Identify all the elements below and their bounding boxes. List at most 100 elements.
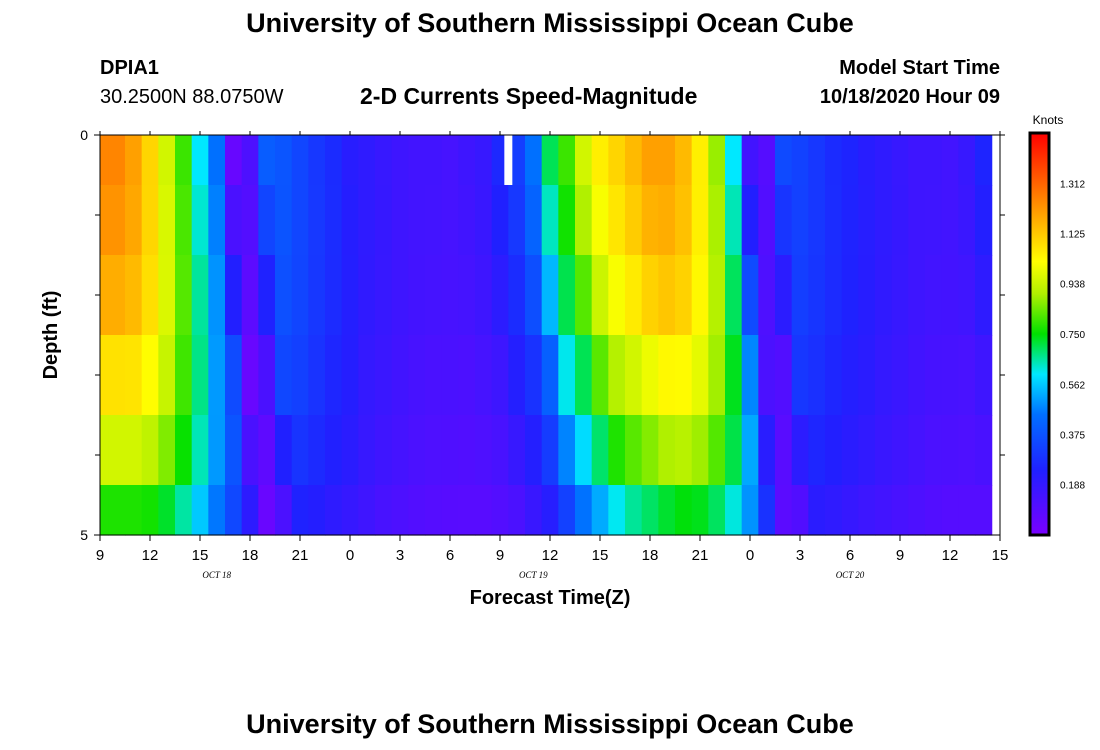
heatmap-cell [491,415,509,486]
heatmap-cell [158,185,176,256]
heatmap-cell [375,185,393,256]
heatmap-cell [858,335,876,416]
heatmap-cell [958,415,976,486]
heatmap-cell [491,185,509,256]
heatmap-cell [508,485,526,536]
heatmap-cell [391,185,409,256]
heatmap-cell [925,185,943,256]
heatmap-cell [758,415,776,486]
heatmap-cell [725,135,743,186]
colorbar-tick-label: 0.562 [1060,380,1085,391]
heatmap-cell [708,135,726,186]
heatmap-cell [808,335,826,416]
heatmap-cell [141,485,159,536]
heatmap-cell [975,415,993,486]
heatmap-cell [208,335,226,416]
heatmap-cell [475,135,493,186]
heatmap-cell [875,135,893,186]
heatmap-cell [608,485,626,536]
heatmap-cell [291,135,309,186]
heatmap-cell [125,255,143,336]
heatmap-cell [575,185,593,256]
heatmap-cell [775,335,793,416]
heatmap-cell [291,255,309,336]
heatmap-cell [358,485,376,536]
heatmap-cell [675,335,693,416]
heatmap-cell [208,415,226,486]
heatmap-cell [541,185,559,256]
heatmap-cell [891,185,909,256]
heatmap-cell [808,135,826,186]
heatmap-cell [275,485,293,536]
heatmap-cell [125,415,143,486]
x-tick-label: 15 [192,547,209,564]
heatmap-cell [108,135,126,186]
heatmap-cell [675,255,693,336]
heatmap-cell [808,255,826,336]
colorbar-tick-label: 0.938 [1060,280,1085,291]
heatmap-cell [558,185,576,256]
heatmap-cell [541,415,559,486]
heatmap-cell [391,255,409,336]
heatmap-cell [358,415,376,486]
heatmap-cell [475,255,493,336]
heatmap-cell [808,185,826,256]
heatmap-cell [791,185,809,256]
heatmap-cell [475,415,493,486]
heatmap-cell [925,335,943,416]
heatmap-cell [658,185,676,256]
heatmap-cell [908,135,926,186]
heatmap-cell [225,255,243,336]
x-tick-label: 6 [446,547,454,564]
heatmap-cell [175,255,193,336]
heatmap-cell [508,255,526,336]
heatmap-cell [458,185,476,256]
heatmap-cell [175,485,193,536]
heatmap-cell [358,185,376,256]
heatmap-cell [858,135,876,186]
heatmap-cell [475,485,493,536]
heatmap-cell [341,335,359,416]
heatmap-cell [508,335,526,416]
x-tick-label: 9 [496,547,504,564]
heatmap-cell [891,335,909,416]
heatmap-cell [408,255,426,336]
heatmap-cell [891,415,909,486]
heatmap-cell [925,135,943,186]
y-tick-label: 0 [80,127,88,143]
heatmap-cell [791,335,809,416]
heatmap-cell [108,185,126,256]
heatmap-cell [525,485,543,536]
heatmap-cell [658,485,676,536]
x-axis: 9 12 15 18 21 0 3 6 9 12 15 18 21 0 3 6 9 12 15 OCT 18 OCT 1… [96,131,1008,580]
heatmap-cell [841,185,859,256]
heatmap-cell [175,135,193,186]
heatmap-cell [125,485,143,536]
heatmap-cell [725,185,743,256]
heatmap-cell [775,415,793,486]
heatmap-cell [425,185,443,256]
heatmap-cell [241,135,259,186]
heatmap-cell [875,485,893,536]
heatmap-cell [841,415,859,486]
heatmap-cell [391,415,409,486]
y-tick-label: 5 [80,527,88,543]
heatmap-cell [575,135,593,186]
heatmap-cell [108,255,126,336]
heatmap-cell [491,255,509,336]
heatmap-cell [941,415,959,486]
heatmap-cell [725,335,743,416]
heatmap-cell [758,135,776,186]
heatmap-cell [691,485,709,536]
heatmap-cell [975,185,993,256]
heatmap-cell [208,135,226,186]
heatmap-cell [925,255,943,336]
date-label: OCT 20 [836,570,865,580]
heatmap-cell [591,135,609,186]
heatmap-cell [558,335,576,416]
heatmap-cell [441,415,459,486]
heatmap-cell [525,415,543,486]
heatmap-cell [441,335,459,416]
heatmap-cell [741,255,759,336]
heatmap-cell [208,485,226,536]
